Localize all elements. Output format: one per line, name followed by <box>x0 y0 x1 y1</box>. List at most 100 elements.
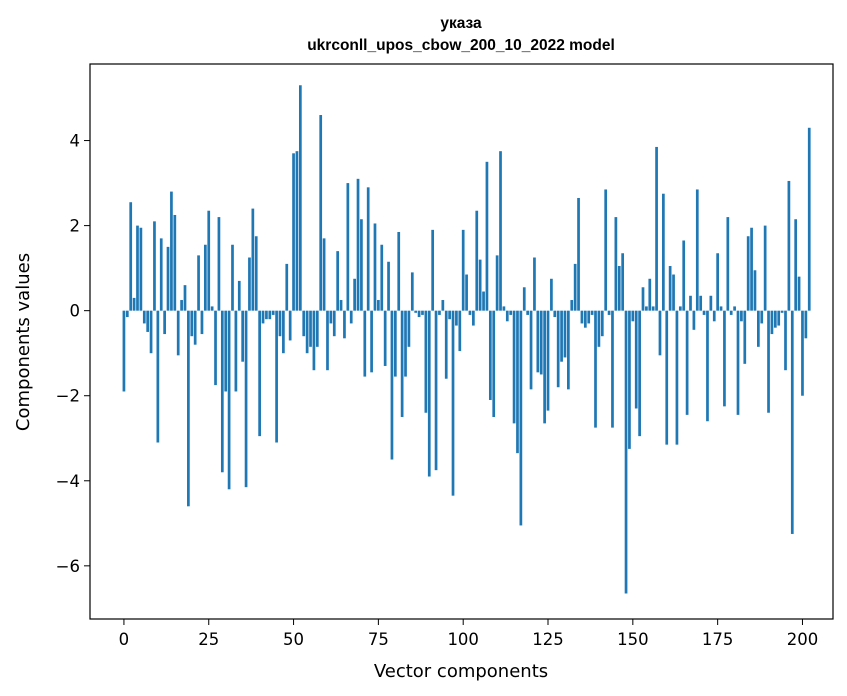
bar-13 <box>166 246 170 311</box>
bar-152 <box>638 310 641 437</box>
bar-113 <box>505 310 509 322</box>
bar-109 <box>492 310 496 417</box>
bar-191 <box>770 310 774 335</box>
bar-14 <box>170 191 173 311</box>
bar-111 <box>499 151 502 311</box>
bar-76 <box>380 244 384 311</box>
bar-16 <box>176 310 180 356</box>
bar-30 <box>224 310 228 392</box>
bar-201 <box>804 310 808 339</box>
bar-184 <box>746 236 750 311</box>
y-axis-ticks: −6 −4 −2 0 2 4 <box>56 132 90 576</box>
bar-1 <box>125 310 129 318</box>
bar-142 <box>604 189 608 311</box>
bar-105 <box>478 259 482 311</box>
bar-143 <box>607 310 611 315</box>
bar-46 <box>278 310 282 337</box>
bar-21 <box>193 310 197 345</box>
bar-128 <box>556 310 560 388</box>
bar-95 <box>444 310 448 379</box>
bar-140 <box>597 310 601 347</box>
bar-94 <box>441 300 445 311</box>
bar-112 <box>502 306 506 311</box>
bar-200 <box>801 310 804 396</box>
x-tick-label-5: 125 <box>532 630 564 649</box>
bar-130 <box>563 310 567 358</box>
chart-title-line-1: указа <box>440 15 482 32</box>
bar-136 <box>583 310 587 328</box>
bar-23 <box>200 310 204 335</box>
bar-28 <box>217 217 221 311</box>
bar-54 <box>305 310 309 354</box>
bar-122 <box>536 310 540 373</box>
bar-187 <box>757 310 760 347</box>
bar-144 <box>611 310 614 428</box>
bar-71 <box>363 310 367 377</box>
bar-171 <box>702 310 706 315</box>
bar-155 <box>648 278 652 311</box>
bar-179 <box>729 310 733 315</box>
bar-106 <box>482 291 485 311</box>
bar-60 <box>326 310 329 371</box>
bar-83 <box>404 310 407 377</box>
bar-7 <box>146 310 150 332</box>
bar-2 <box>129 202 133 311</box>
bar-135 <box>580 310 584 324</box>
bar-107 <box>485 161 489 311</box>
bar-127 <box>553 310 557 318</box>
bar-70 <box>360 219 363 311</box>
x-axis-ticks: 0 25 50 75 100 125 150 175 200 <box>119 619 818 649</box>
bar-97 <box>451 310 455 496</box>
bar-165 <box>682 240 686 311</box>
bar-148 <box>624 310 628 594</box>
x-tick-label-3: 75 <box>368 630 389 649</box>
bar-88 <box>421 310 424 315</box>
y-tick-label-3: 0 <box>70 302 81 321</box>
bar-121 <box>533 257 536 311</box>
bar-114 <box>509 310 513 315</box>
bar-87 <box>417 310 421 318</box>
y-tick-label-4: 2 <box>70 217 81 236</box>
bar-196 <box>787 180 791 311</box>
bar-131 <box>567 310 570 390</box>
bar-115 <box>512 310 516 424</box>
bar-170 <box>699 295 703 311</box>
y-tick-label-5: 4 <box>70 132 81 151</box>
bar-62 <box>332 310 336 337</box>
bar-193 <box>777 310 781 326</box>
bar-29 <box>220 310 224 473</box>
bar-53 <box>302 310 306 337</box>
bar-168 <box>692 310 696 330</box>
bar-91 <box>431 229 435 311</box>
bar-126 <box>550 278 553 311</box>
bar-63 <box>336 251 340 311</box>
bar-98 <box>455 310 458 326</box>
chart-title-line-2: ukrconll_upos_cbow_200_10_2022 model <box>307 37 615 54</box>
bar-173 <box>709 295 713 311</box>
bar-197 <box>790 310 794 534</box>
bar-181 <box>736 310 740 415</box>
bar-72 <box>366 187 370 311</box>
bar-133 <box>573 263 577 311</box>
bar-156 <box>651 306 655 311</box>
bar-158 <box>658 310 662 356</box>
bar-186 <box>753 270 757 311</box>
bar-80 <box>393 310 397 377</box>
bar-35 <box>241 310 245 362</box>
bar-56 <box>312 310 316 371</box>
bar-26 <box>210 306 214 311</box>
bar-82 <box>400 310 404 417</box>
bar-19 <box>187 310 190 507</box>
bar-164 <box>678 306 682 311</box>
bar-123 <box>539 310 543 375</box>
bar-116 <box>516 310 519 454</box>
bar-32 <box>231 244 234 311</box>
bar-190 <box>767 310 770 413</box>
bar-189 <box>763 225 767 311</box>
bar-64 <box>339 300 343 311</box>
bar-38 <box>251 208 255 311</box>
bar-77 <box>383 310 387 366</box>
bar-178 <box>726 217 730 311</box>
bar-119 <box>526 310 530 315</box>
